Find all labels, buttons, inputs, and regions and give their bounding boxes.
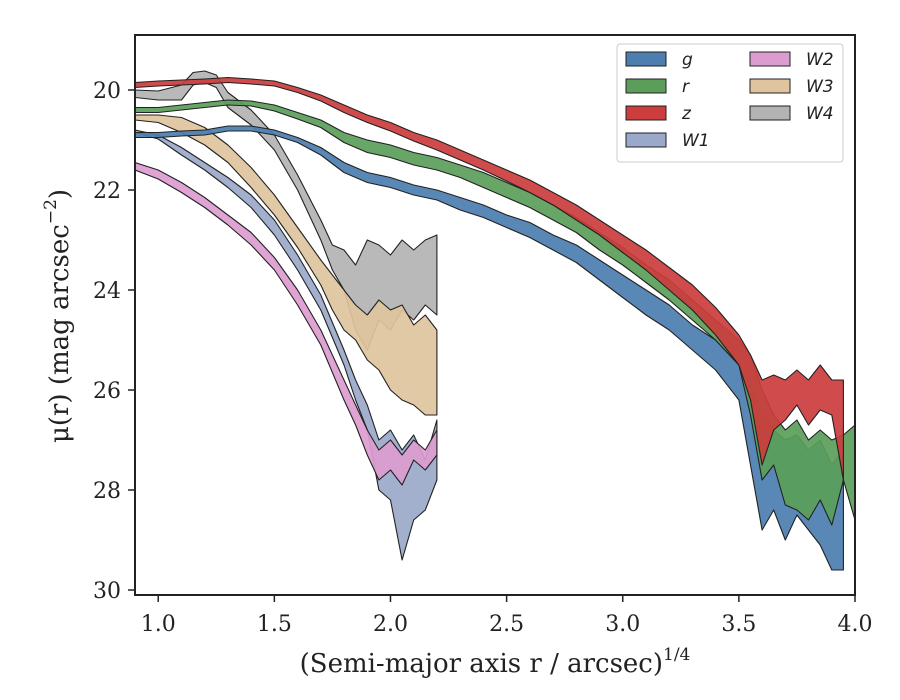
y-tick-label: 20: [93, 79, 121, 104]
x-tick-label: 2.0: [373, 612, 408, 637]
legend-label-w2: W2: [806, 50, 834, 70]
y-axis: 20 22 24 26 28 30: [93, 79, 135, 604]
legend-swatch-w3: [749, 78, 791, 94]
legend-frame: [616, 43, 844, 163]
y-axis-label: μ(r) (mag arcsec−2): [41, 189, 75, 443]
legend-swatch-z: [625, 105, 667, 121]
x-tick-label: 4.0: [838, 612, 873, 637]
legend-label-r: r: [682, 77, 690, 97]
x-tick-label: 3.0: [605, 612, 640, 637]
y-tick-label: 26: [93, 379, 121, 404]
legend-label-w4: W4: [806, 104, 834, 124]
x-tick-label: 2.5: [489, 612, 524, 637]
legend-label-g: g: [682, 50, 693, 70]
y-tick-label: 22: [93, 179, 121, 204]
x-axis-label: (Semi-major axis r / arcsec)1/4: [300, 645, 691, 679]
band-w1: [135, 129, 438, 561]
x-tick-label: 1.0: [141, 612, 176, 637]
band-r: [135, 99, 855, 526]
y-tick-label: 24: [93, 279, 121, 304]
plot-frame: [134, 34, 856, 596]
band-z: [135, 76, 844, 481]
y-tick-label: 28: [93, 479, 121, 504]
legend-swatch-w2: [749, 51, 791, 67]
profile-bands: [135, 70, 855, 571]
legend-label-z: z: [681, 104, 692, 124]
legend-swatch-w4: [749, 105, 791, 121]
band-g: [135, 125, 844, 571]
x-axis: 1.0 1.5 2.0 2.5 3.0 3.5 4.0: [141, 595, 873, 637]
legend-label-w1: W1: [682, 131, 710, 151]
x-tick-label: 1.5: [257, 612, 292, 637]
band-w3: [135, 114, 438, 416]
legend-swatch-w1: [625, 132, 667, 148]
x-tick-label: 3.5: [721, 612, 756, 637]
y-tick-label: 30: [93, 579, 121, 604]
legend-swatch-r: [625, 78, 667, 94]
legend-label-w3: W3: [806, 77, 834, 97]
band-w2: [135, 161, 438, 486]
band-w4: [135, 70, 438, 351]
legend-swatch-g: [625, 51, 667, 67]
legend: grz W1 W2 W3 W4: [616, 43, 844, 163]
